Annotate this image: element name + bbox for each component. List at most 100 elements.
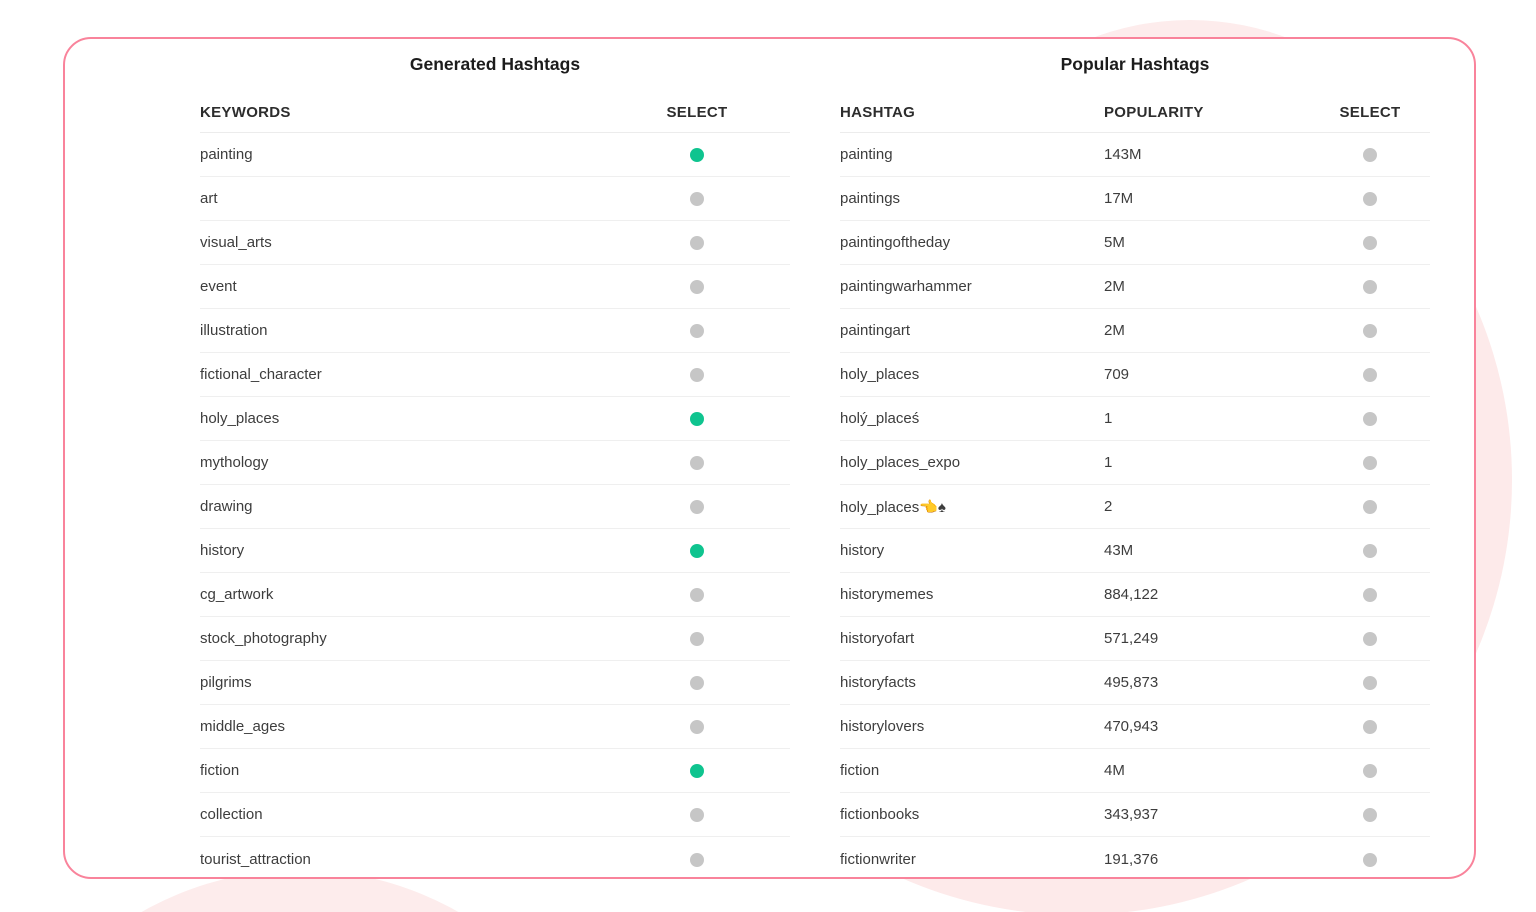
popularity-value: 43M (1104, 542, 1134, 559)
select-dot-unselected[interactable] (1363, 324, 1377, 339)
generated-hashtags-panel: Generated Hashtags KEYWORDS SELECT paint… (200, 39, 790, 877)
table-row: paintings 17M (840, 177, 1430, 221)
select-dot-unselected[interactable] (690, 632, 704, 647)
hashtag-label: holy_places (840, 366, 920, 383)
keyword-label: drawing (200, 498, 253, 515)
select-dot-unselected[interactable] (690, 280, 704, 295)
popularity-value: 2 (1104, 498, 1113, 515)
select-dot-unselected[interactable] (1363, 764, 1377, 779)
table-row: history (200, 529, 790, 573)
table-row: historyfacts 495,873 (840, 661, 1430, 705)
popularity-value: 143M (1104, 146, 1142, 163)
select-dot-unselected[interactable] (690, 456, 704, 471)
keyword-label: fictional_character (200, 366, 322, 383)
select-dot-selected[interactable] (690, 764, 704, 779)
hashtag-label: paintingoftheday (840, 234, 951, 251)
popularity-value: 17M (1104, 190, 1134, 207)
popularity-value: 470,943 (1104, 718, 1159, 735)
hashtags-card: Generated Hashtags KEYWORDS SELECT paint… (63, 37, 1476, 879)
table-row: fiction (200, 749, 790, 793)
hashtag-label: fiction (840, 762, 880, 779)
table-row: event (200, 265, 790, 309)
popularity-value: 1 (1104, 454, 1113, 471)
table-row: holý_placeś 1 (840, 397, 1430, 441)
keyword-label: fiction (200, 762, 240, 779)
select-dot-unselected[interactable] (1363, 720, 1377, 735)
table-row: stock_photography (200, 617, 790, 661)
popularity-column-header: POPULARITY (1104, 104, 1204, 121)
select-dot-unselected[interactable] (1363, 588, 1377, 603)
select-dot-unselected[interactable] (1363, 676, 1377, 691)
keyword-label: painting (200, 146, 253, 163)
select-dot-unselected[interactable] (1363, 632, 1377, 647)
popular-hashtags-panel: Popular Hashtags HASHTAG POPULARITY SELE… (840, 39, 1430, 877)
select-dot-unselected[interactable] (1363, 544, 1377, 559)
keyword-label: visual_arts (200, 234, 272, 251)
table-row: paintingart 2M (840, 309, 1430, 353)
popular-hashtags-title: Popular Hashtags (1060, 54, 1210, 74)
select-dot-unselected[interactable] (1363, 500, 1377, 515)
table-row: middle_ages (200, 705, 790, 749)
select-dot-unselected[interactable] (1363, 280, 1377, 295)
select-dot-selected[interactable] (690, 412, 704, 427)
table-row: visual_arts (200, 221, 790, 265)
select-dot-unselected[interactable] (690, 324, 704, 339)
popularity-value: 2M (1104, 322, 1125, 339)
hashtag-label: paintings (840, 190, 901, 207)
select-dot-unselected[interactable] (1363, 148, 1377, 163)
select-dot-unselected[interactable] (1363, 412, 1377, 427)
table-row: holy_places 709 (840, 353, 1430, 397)
table-row: historylovers 470,943 (840, 705, 1430, 749)
table-row: mythology (200, 441, 790, 485)
hashtag-label: historyfacts (840, 674, 916, 691)
select-dot-unselected[interactable] (690, 808, 704, 823)
select-dot-unselected[interactable] (690, 720, 704, 735)
popularity-value: 495,873 (1104, 674, 1159, 691)
table-row: fiction 4M (840, 749, 1430, 793)
table-row: pilgrims (200, 661, 790, 705)
select-dot-unselected[interactable] (1363, 808, 1377, 823)
popularity-value: 5M (1104, 234, 1125, 251)
hashtag-label: painting (840, 146, 893, 163)
table-row: drawing (200, 485, 790, 529)
select-dot-unselected[interactable] (1363, 852, 1377, 867)
select-dot-unselected[interactable] (1363, 368, 1377, 383)
table-row: holy_places_expo 1 (840, 441, 1430, 485)
select-dot-unselected[interactable] (690, 852, 704, 867)
hashtag-label: history (840, 542, 885, 559)
select-dot-selected[interactable] (690, 148, 704, 163)
popularity-value: 1 (1104, 410, 1113, 427)
select-column-header: SELECT (666, 104, 728, 121)
select-dot-unselected[interactable] (690, 236, 704, 251)
hashtag-label: paintingart (840, 322, 911, 339)
select-dot-unselected[interactable] (690, 588, 704, 603)
select-dot-unselected[interactable] (690, 192, 704, 207)
keyword-label: middle_ages (200, 718, 286, 735)
popularity-value: 2M (1104, 278, 1125, 295)
table-row: holy_places👈♠ 2 (840, 485, 1430, 529)
keyword-label: history (200, 542, 245, 559)
table-row: painting (200, 133, 790, 177)
hashtag-label: historylovers (840, 718, 925, 735)
select-dot-unselected[interactable] (1363, 236, 1377, 251)
keyword-label: mythology (200, 454, 269, 471)
popularity-value: 4M (1104, 762, 1125, 779)
table-row: art (200, 177, 790, 221)
select-dot-unselected[interactable] (690, 676, 704, 691)
select-dot-unselected[interactable] (1363, 456, 1377, 471)
keywords-column-header: KEYWORDS (200, 104, 291, 121)
hashtag-label: historymemes (840, 586, 934, 603)
select-dot-selected[interactable] (690, 544, 704, 559)
select-dot-unselected[interactable] (1363, 192, 1377, 207)
generated-table-header: KEYWORDS SELECT (200, 93, 790, 133)
generated-hashtags-title: Generated Hashtags (409, 54, 581, 74)
popular-table-header: HASHTAG POPULARITY SELECT (840, 93, 1430, 133)
keyword-label: collection (200, 806, 263, 823)
keyword-label: tourist_attraction (200, 850, 311, 868)
select-dot-unselected[interactable] (690, 368, 704, 383)
select-dot-unselected[interactable] (690, 500, 704, 515)
keyword-label: pilgrims (200, 674, 252, 691)
table-row: illustration (200, 309, 790, 353)
keyword-label: holy_places (200, 410, 280, 427)
